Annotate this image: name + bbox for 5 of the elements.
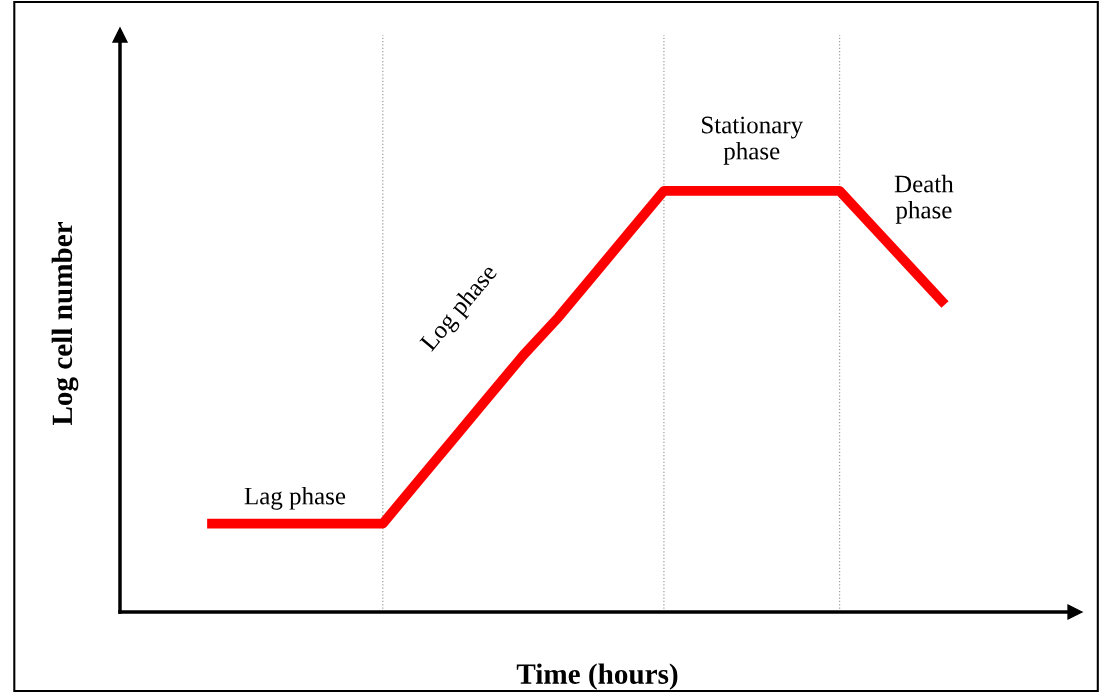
annotation: Death phase [894,174,954,224]
x-axis-title: Time (hours) [516,663,678,690]
text: Stationary phase [702,116,804,165]
annotation: Lag phase [244,486,346,510]
y-axis-title: Log cell number [51,222,79,426]
